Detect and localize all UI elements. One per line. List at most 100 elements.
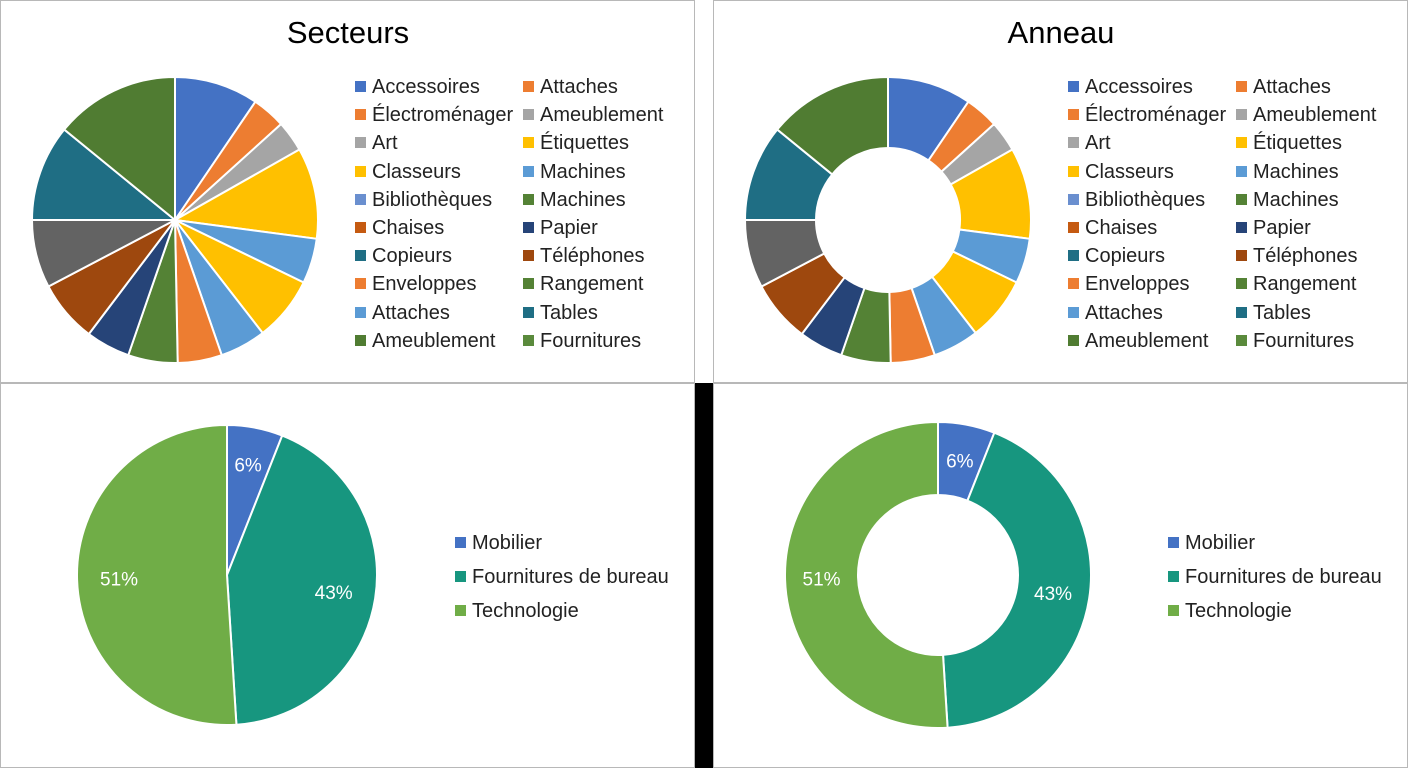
legend-item: Accessoires: [355, 75, 480, 99]
legend-swatch: [523, 306, 534, 318]
donut-slice-2: [784, 420, 949, 729]
legend-swatch: [1236, 165, 1247, 177]
legend-item: Technologie: [1168, 599, 1292, 623]
legend-label: Attaches: [1085, 301, 1163, 324]
legend-label: Électroménager: [1085, 104, 1227, 127]
donut-slice-13: [775, 75, 889, 176]
chart-panel-categories-pie: 6% 43% 51% Mobilier Fournitures de bureau Te…: [0, 383, 695, 768]
legend-swatch: [523, 193, 534, 205]
legend-swatch: [455, 537, 466, 548]
data-label-1: 43%: [315, 583, 353, 604]
legend-swatch: [1236, 109, 1247, 121]
legend-swatch: [523, 137, 534, 149]
legend-item: Étiquettes: [1236, 131, 1342, 155]
legend-item: Ameublement: [355, 329, 495, 353]
legend-item: Machines: [1236, 188, 1339, 212]
legend-swatch: [455, 571, 466, 582]
legend-swatch: [1068, 306, 1079, 318]
legend-item: Ameublement: [1236, 103, 1376, 127]
legend-item: Téléphones: [1236, 244, 1358, 268]
legend-label: Papier: [1253, 217, 1311, 239]
legend-label: Fournitures: [540, 329, 642, 352]
legend-item: Rangement: [1236, 272, 1356, 296]
legend-label: Attaches: [1253, 76, 1331, 98]
chart-title: Anneau: [1007, 15, 1115, 50]
legend-label: Machines: [540, 160, 626, 183]
legend-swatch: [523, 81, 534, 92]
legend-swatch: [355, 250, 366, 262]
chart-panel-anneau: Anneau Accessoires Attaches Électroménager…: [713, 0, 1408, 383]
legend-item: Machines: [523, 160, 626, 184]
legend-item: Fournitures: [523, 329, 641, 353]
legend-swatch: [523, 250, 534, 262]
legend-item: Fournitures: [1236, 329, 1354, 353]
legend-swatch: [455, 605, 466, 616]
panel-gap: [695, 0, 713, 383]
legend-item: Bibliothèques: [1068, 188, 1205, 212]
legend-label: Ameublement: [540, 104, 664, 127]
legend-label: Chaises: [1085, 217, 1158, 239]
legend-item: Enveloppes: [355, 272, 477, 296]
legend-swatch: [1168, 605, 1179, 616]
legend-item: Attaches: [1068, 301, 1163, 325]
legend-label: Machines: [1253, 188, 1339, 211]
legend-swatch: [355, 334, 366, 346]
legend-item: Copieurs: [355, 244, 452, 268]
legend-label: Enveloppes: [1085, 273, 1190, 296]
legend-label: Machines: [540, 188, 626, 211]
legend-item: Papier: [523, 216, 598, 240]
legend-label: Électroménager: [372, 104, 514, 127]
legend-label: Rangement: [540, 273, 644, 296]
data-label-2: 51%: [100, 569, 138, 590]
legend-label: Ameublement: [372, 329, 496, 352]
donut-chart: [743, 75, 1032, 364]
legend-swatch: [355, 137, 366, 149]
pie-chart: [30, 75, 319, 364]
legend-label: Étiquettes: [540, 132, 629, 155]
legend-item: Électroménager: [355, 103, 513, 127]
legend-label: Bibliothèques: [1085, 188, 1206, 211]
legend-item: Tables: [523, 301, 598, 325]
legend-label: Classeurs: [1085, 160, 1174, 183]
legend-label: Fournitures: [1253, 329, 1355, 352]
chart-panel-categories-donut: 6% 43% 51% Mobilier Fournitures de bureau Te…: [713, 383, 1408, 768]
legend-item: Machines: [1236, 160, 1339, 184]
legend-label: Téléphones: [1253, 245, 1358, 268]
legend-item: Chaises: [1068, 216, 1157, 240]
legend-swatch: [1068, 250, 1079, 262]
donut-slice-1: [941, 431, 1092, 729]
legend-swatch: [1236, 137, 1247, 149]
legend-swatch: [523, 222, 534, 233]
legend-swatch: [355, 278, 366, 290]
legend-label: Accessoires: [1085, 76, 1193, 98]
legend-swatch: [1068, 193, 1079, 205]
legend-item: Machines: [523, 188, 626, 212]
legend-item: Ameublement: [1068, 329, 1208, 353]
legend-label: Ameublement: [1253, 104, 1377, 127]
legend-swatch: [1168, 571, 1179, 582]
legend-swatch: [523, 334, 534, 346]
legend-label: Chaises: [372, 217, 445, 239]
legend-label: Téléphones: [540, 245, 645, 268]
legend-item: Attaches: [523, 75, 618, 99]
legend-item: Copieurs: [1068, 244, 1165, 268]
legend-label: Enveloppes: [372, 273, 477, 296]
legend-swatch: [1068, 165, 1079, 177]
legend-item: Ameublement: [523, 103, 663, 127]
data-label-0: 6%: [946, 452, 974, 473]
legend-label: Ameublement: [1085, 329, 1209, 352]
legend-item: Classeurs: [1068, 160, 1174, 184]
legend-swatch: [355, 109, 366, 121]
legend-swatch: [1236, 81, 1247, 92]
legend-label: Machines: [1253, 160, 1339, 183]
legend-label: Copieurs: [1085, 245, 1166, 268]
legend-swatch: [1068, 137, 1079, 149]
legend-swatch: [355, 193, 366, 205]
legend-swatch: [355, 81, 366, 92]
legend-label: Tables: [540, 301, 598, 324]
legend-label: Bibliothèques: [372, 188, 493, 211]
legend-swatch: [355, 222, 366, 233]
legend-swatch: [1068, 109, 1079, 121]
legend-item: Art: [355, 131, 398, 155]
legend-swatch: [1236, 306, 1247, 318]
